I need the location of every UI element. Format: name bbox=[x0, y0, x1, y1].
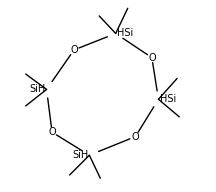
Text: SiH: SiH bbox=[72, 150, 88, 160]
Text: O: O bbox=[48, 127, 56, 137]
Text: O: O bbox=[70, 45, 78, 55]
Text: HSi: HSi bbox=[117, 28, 133, 38]
Text: O: O bbox=[148, 53, 156, 63]
Text: HSi: HSi bbox=[160, 94, 176, 104]
Text: O: O bbox=[132, 132, 139, 142]
Text: SiH: SiH bbox=[29, 84, 46, 94]
